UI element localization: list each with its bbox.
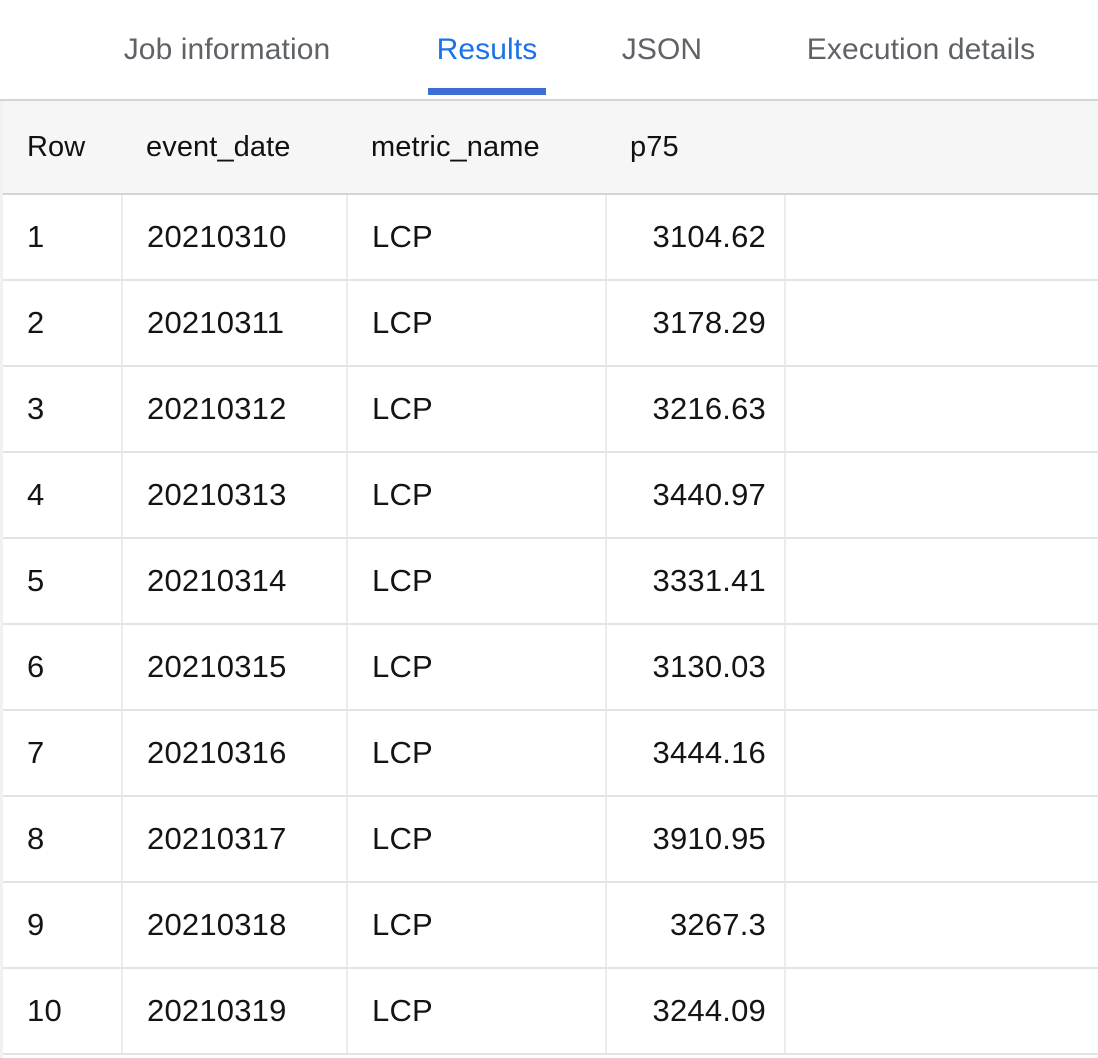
cell-row: 6 <box>3 624 123 711</box>
cell-row: 4 <box>3 452 123 539</box>
cell-row: 1 <box>3 194 123 281</box>
cell-p75: 3910.95 <box>606 796 786 883</box>
cell-row: 10 <box>3 968 123 1055</box>
table-row[interactable]: 1 20210310 LCP 3104.62 <box>3 194 1098 281</box>
active-tab-indicator <box>428 88 546 95</box>
tab-execution-details[interactable]: Execution details <box>806 33 1036 66</box>
table-row[interactable]: 2 20210311 LCP 3178.29 <box>3 280 1098 367</box>
cell-event-date: 20210319 <box>122 968 348 1055</box>
table-row[interactable]: 4 20210313 LCP 3440.97 <box>3 452 1098 539</box>
tab-results[interactable]: Results <box>436 33 538 66</box>
cell-empty <box>785 194 1098 281</box>
cell-empty <box>785 280 1098 367</box>
cell-row: 8 <box>3 796 123 883</box>
tab-bar-divider <box>0 99 1098 101</box>
cell-metric-name: LCP <box>347 280 607 367</box>
cell-row: 7 <box>3 710 123 797</box>
cell-empty <box>785 452 1098 539</box>
cell-metric-name: LCP <box>347 710 607 797</box>
column-header-row[interactable]: Row <box>3 101 122 195</box>
cell-empty <box>785 624 1098 711</box>
cell-event-date: 20210316 <box>122 710 348 797</box>
table-row[interactable]: 10 20210319 LCP 3244.09 <box>3 968 1098 1055</box>
cell-empty <box>785 968 1098 1055</box>
cell-event-date: 20210311 <box>122 280 348 367</box>
table-row[interactable]: 3 20210312 LCP 3216.63 <box>3 366 1098 453</box>
results-table: Row event_date metric_name p75 1 20210310… <box>3 101 1098 1055</box>
cell-event-date: 20210314 <box>122 538 348 625</box>
cell-event-date: 20210317 <box>122 796 348 883</box>
cell-metric-name: LCP <box>347 366 607 453</box>
cell-p75: 3267.3 <box>606 882 786 969</box>
cell-empty <box>785 366 1098 453</box>
cell-empty <box>785 538 1098 625</box>
cell-metric-name: LCP <box>347 624 607 711</box>
cell-p75: 3440.97 <box>606 452 786 539</box>
tab-job-information[interactable]: Job information <box>123 33 331 66</box>
cell-row: 3 <box>3 366 123 453</box>
cell-row: 5 <box>3 538 123 625</box>
results-table-container[interactable]: Row event_date metric_name p75 1 20210310… <box>0 101 1098 1058</box>
tab-bar: Job information Results JSON Execution d… <box>0 0 1098 99</box>
cell-event-date: 20210318 <box>122 882 348 969</box>
cell-metric-name: LCP <box>347 796 607 883</box>
table-header-row: Row event_date metric_name p75 <box>3 101 1098 195</box>
column-header-event-date[interactable]: event_date <box>122 101 347 195</box>
table-row[interactable]: 9 20210318 LCP 3267.3 <box>3 882 1098 969</box>
cell-metric-name: LCP <box>347 194 607 281</box>
cell-empty <box>785 710 1098 797</box>
cell-row: 9 <box>3 882 123 969</box>
cell-event-date: 20210310 <box>122 194 348 281</box>
column-header-metric-name[interactable]: metric_name <box>347 101 606 195</box>
table-body: 1 20210310 LCP 3104.62 2 20210311 LCP 3178.29 3 2… <box>3 194 1098 1055</box>
column-header-p75[interactable]: p75 <box>606 101 785 195</box>
column-header-empty <box>785 101 1098 195</box>
cell-empty <box>785 796 1098 883</box>
cell-p75: 3216.63 <box>606 366 786 453</box>
cell-p75: 3130.03 <box>606 624 786 711</box>
cell-event-date: 20210315 <box>122 624 348 711</box>
table-row[interactable]: 6 20210315 LCP 3130.03 <box>3 624 1098 711</box>
table-row[interactable]: 5 20210314 LCP 3331.41 <box>3 538 1098 625</box>
table-row[interactable]: 8 20210317 LCP 3910.95 <box>3 796 1098 883</box>
cell-p75: 3178.29 <box>606 280 786 367</box>
cell-p75: 3331.41 <box>606 538 786 625</box>
cell-p75: 3444.16 <box>606 710 786 797</box>
cell-metric-name: LCP <box>347 882 607 969</box>
cell-p75: 3244.09 <box>606 968 786 1055</box>
cell-event-date: 20210312 <box>122 366 348 453</box>
cell-row: 2 <box>3 280 123 367</box>
table-header: Row event_date metric_name p75 <box>3 101 1098 195</box>
cell-metric-name: LCP <box>347 538 607 625</box>
tab-json[interactable]: JSON <box>621 33 703 66</box>
cell-p75: 3104.62 <box>606 194 786 281</box>
cell-metric-name: LCP <box>347 452 607 539</box>
cell-event-date: 20210313 <box>122 452 348 539</box>
table-row[interactable]: 7 20210316 LCP 3444.16 <box>3 710 1098 797</box>
cell-empty <box>785 882 1098 969</box>
cell-metric-name: LCP <box>347 968 607 1055</box>
